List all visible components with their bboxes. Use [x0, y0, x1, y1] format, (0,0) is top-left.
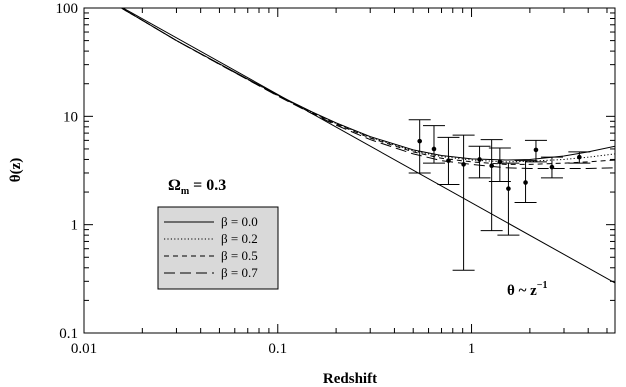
data-point-9: [524, 139, 547, 163]
data-marker: [577, 154, 582, 160]
legend-entry: β = 0.7: [164, 265, 258, 280]
y-tick-label: 0.1: [59, 326, 78, 342]
data-point-10: [540, 156, 563, 179]
series-line-4: [122, 8, 615, 284]
legend-entries: β = 0.0 β = 0.2 β = 0.5 β = 0.7: [164, 214, 258, 280]
data-marker: [506, 186, 511, 191]
y-tick-label: 10: [63, 109, 78, 125]
data-point-5: [480, 139, 503, 232]
legend-entry: β = 0.5: [164, 248, 258, 263]
data-marker: [489, 163, 494, 169]
series-line-2: [120, 8, 615, 165]
data-point-1: [422, 125, 445, 164]
legend-label: β = 0.5: [221, 248, 258, 263]
legend-entry: β = 0.0: [164, 214, 258, 229]
data-marker: [533, 147, 539, 153]
data-marker: [523, 180, 528, 185]
data-marker: [446, 158, 451, 163]
data-marker: [431, 146, 437, 152]
legend-entry: β = 0.2: [164, 231, 258, 246]
x-tick-label: 1: [468, 341, 476, 357]
y-tick-label: 100: [56, 1, 79, 17]
data-point-8: [514, 160, 537, 204]
legend-box: [157, 206, 279, 290]
y-tick-label: 1: [71, 218, 79, 234]
series-line-3: [120, 8, 615, 169]
legend: Ωm = 0.3 β = 0.0 β = 0.2 β = 0.5 β = 0.7: [157, 177, 279, 290]
data-marker: [549, 164, 555, 170]
data-point-0: [408, 119, 431, 174]
y-axis-title: θ(z): [8, 158, 24, 182]
legend-label: β = 0.2: [221, 231, 258, 246]
series-line-1: [120, 8, 615, 163]
x-tick-label: 0.01: [71, 341, 97, 357]
data-point-2: [437, 136, 460, 185]
data-marker: [477, 157, 482, 162]
legend-label: β = 0.0: [221, 214, 258, 229]
data-marker: [417, 138, 422, 144]
plot-frame: [83, 7, 616, 334]
x-tick-label: 0.1: [268, 341, 287, 357]
x-axis-title: Redshift: [323, 371, 377, 387]
data-point-4: [468, 145, 491, 179]
data-point-3: [452, 134, 475, 271]
data-marker: [461, 162, 466, 167]
series-line-0: [120, 8, 615, 161]
data-point-6: [488, 147, 511, 183]
legend-title: Ωm = 0.3: [168, 177, 226, 197]
data-point-11: [568, 151, 591, 164]
inverse-z-annotation: θ ~ z−1: [507, 280, 548, 299]
data-point-7: [497, 162, 520, 236]
observations-layer: [408, 119, 591, 271]
axis-ticks: [83, 7, 615, 334]
legend-label: β = 0.7: [221, 265, 258, 280]
